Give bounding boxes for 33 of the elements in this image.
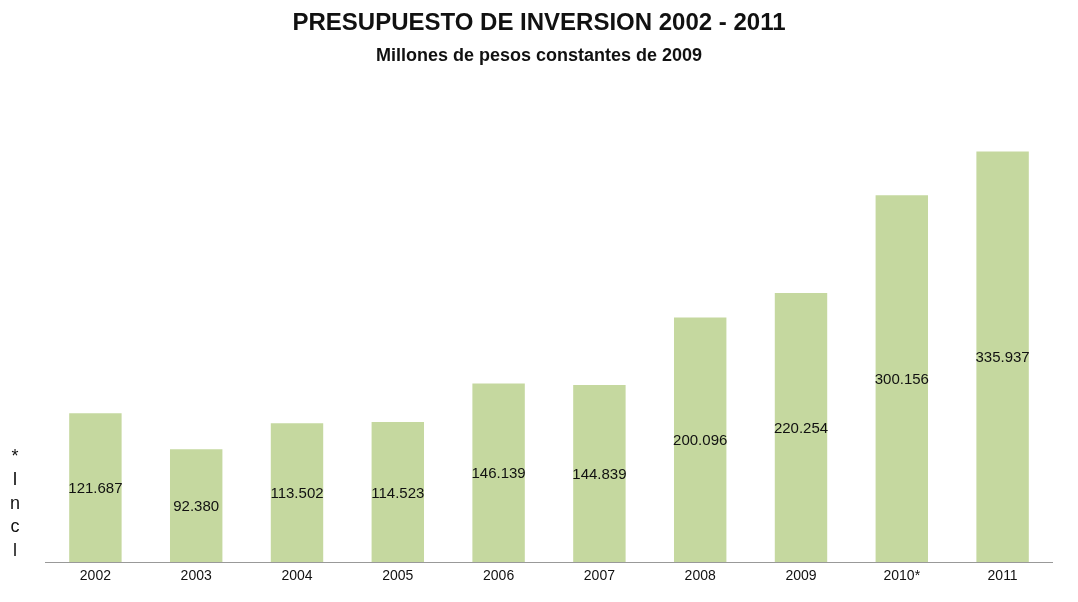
data-label: 114.523 xyxy=(371,483,425,501)
bar xyxy=(371,422,425,562)
data-label: 200.096 xyxy=(673,431,728,449)
data-label: 146.139 xyxy=(471,464,526,482)
x-tick-label: 2005 xyxy=(382,566,414,583)
x-tick-label: 2003 xyxy=(180,566,212,583)
chart-title: PRESUPUESTO DE INVERSION 2002 - 2011 xyxy=(292,8,786,36)
data-label: 220.254 xyxy=(773,418,829,436)
chart-subtitle: Millones de pesos constantes de 2009 xyxy=(375,45,703,66)
x-tick-label: 2009 xyxy=(785,566,817,583)
text: *Incl xyxy=(10,446,21,560)
x-tick-label: 2004 xyxy=(281,566,313,583)
data-label: 144.839 xyxy=(572,465,627,483)
data-label: 113.502 xyxy=(270,484,324,502)
x-tick-label: 2007 xyxy=(583,566,616,583)
bar xyxy=(573,385,626,562)
bar xyxy=(976,151,1029,562)
bar xyxy=(169,449,223,562)
x-tick-label: 2002 xyxy=(79,566,112,583)
bar xyxy=(774,292,828,562)
x-tick-label: 2011 xyxy=(987,566,1018,583)
bar xyxy=(875,195,929,562)
data-label: 335.937 xyxy=(975,348,1030,366)
x-tick-label: 2010* xyxy=(883,566,921,583)
x-tick-label: 2006 xyxy=(483,566,515,583)
data-label: 92.380 xyxy=(173,497,220,515)
bar xyxy=(673,317,727,562)
bar xyxy=(69,413,122,562)
data-label: 300.156 xyxy=(874,370,929,388)
bar xyxy=(270,423,324,562)
x-tick-label: 2008 xyxy=(684,566,716,583)
bar xyxy=(472,383,525,562)
data-label: 121.687 xyxy=(68,479,123,497)
